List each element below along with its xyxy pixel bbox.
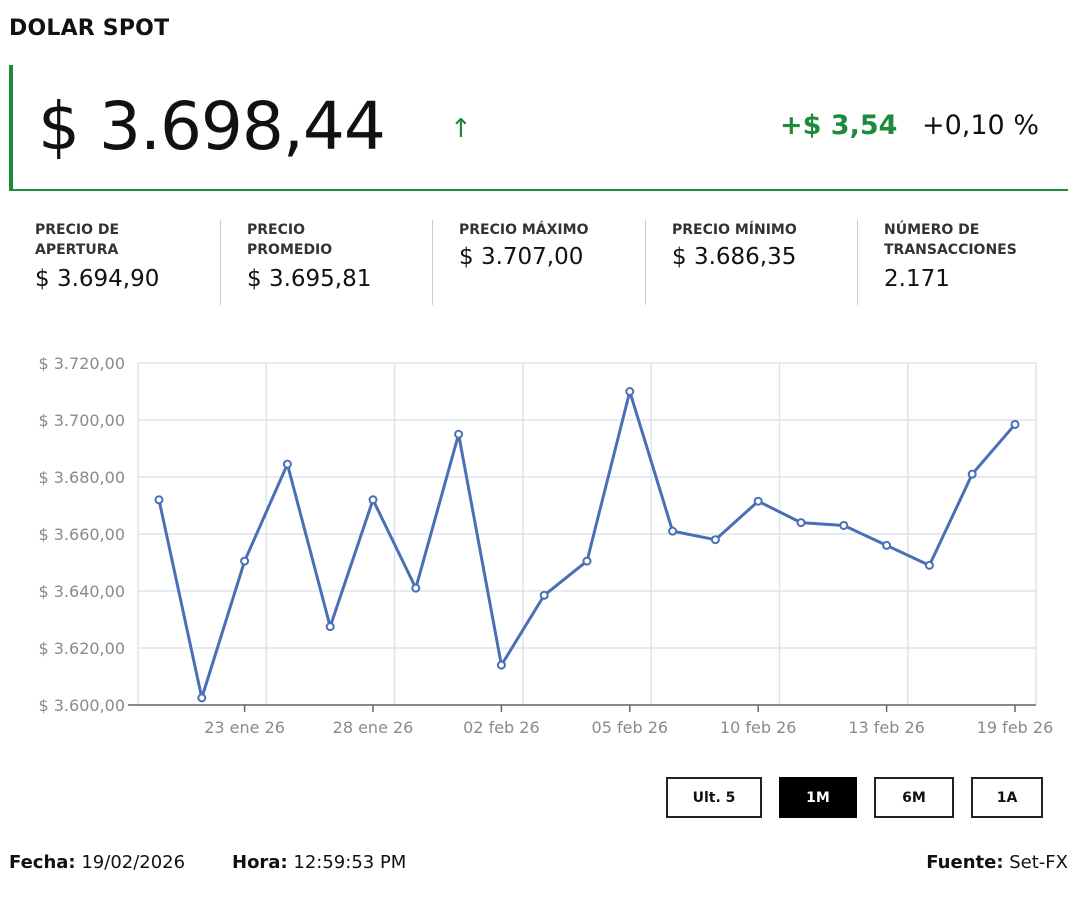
stat-label: NÚMERO DE TRANSACCIONES <box>884 222 1017 258</box>
y-tick-label: $ 3.620,00 <box>38 639 125 658</box>
data-point <box>282 459 292 469</box>
x-tick-label: 23 ene 26 <box>204 718 285 737</box>
x-tick-label: 10 feb 26 <box>720 718 797 737</box>
page-title: DOLAR SPOT <box>9 16 170 41</box>
time-value: 12:59:53 PM <box>293 852 407 873</box>
x-tick-label: 19 feb 26 <box>977 718 1054 737</box>
range-button-6m[interactable]: 6M <box>874 777 954 818</box>
y-tick-label: $ 3.640,00 <box>38 582 125 601</box>
price-change: +$ 3,54 <box>780 110 898 141</box>
price-line-chart: $ 3.600,00 $ 3.620,00 $ 3.640,00 $ 3.660,00… <box>38 354 1054 737</box>
stat-max-price: PRECIO MÁXIMO $ 3.707,00 <box>459 220 649 270</box>
stat-label: PRECIO MÁXIMO <box>459 222 589 238</box>
range-button-label: Ult. 5 <box>692 789 736 806</box>
price-panel <box>9 65 1068 191</box>
stat-transactions: NÚMERO DE TRANSACCIONES 2.171 <box>884 220 1074 292</box>
data-point <box>496 660 506 670</box>
stat-value: $ 3.686,35 <box>672 244 797 270</box>
stat-value: $ 3.707,00 <box>459 244 584 270</box>
y-tick-label: $ 3.680,00 <box>38 468 125 487</box>
stat-label: PRECIO PROMEDIO <box>247 222 333 258</box>
x-tick-label: 28 ene 26 <box>333 718 414 737</box>
date-value: 19/02/2026 <box>81 852 186 873</box>
footer-date: Fecha: 19/02/2026 <box>9 852 185 873</box>
data-point <box>240 556 250 566</box>
data-point <box>325 622 335 632</box>
data-point <box>197 693 207 703</box>
range-button-1m[interactable]: 1M <box>779 777 857 818</box>
data-point <box>454 429 464 439</box>
source-value: Set-FX <box>1009 852 1068 873</box>
range-button-1a[interactable]: 1A <box>971 777 1043 818</box>
data-point <box>368 495 378 505</box>
data-point <box>411 583 421 593</box>
data-point <box>796 518 806 528</box>
y-tick-label: $ 3.720,00 <box>38 354 125 373</box>
price-change-percent: +0,10 % <box>922 110 1039 141</box>
y-tick-label: $ 3.600,00 <box>38 696 125 715</box>
stat-average-price: PRECIO PROMEDIO $ 3.695,81 <box>247 220 437 292</box>
range-button-label: 1A <box>996 789 1018 806</box>
data-point <box>1010 419 1020 429</box>
stat-min-price: PRECIO MÍNIMO $ 3.686,35 <box>672 220 862 270</box>
data-point <box>967 469 977 479</box>
current-price: $ 3.698,44 <box>38 88 386 165</box>
stat-value: 2.171 <box>884 266 950 292</box>
stat-value: $ 3.695,81 <box>247 266 372 292</box>
y-tick-label: $ 3.660,00 <box>38 525 125 544</box>
data-point <box>924 560 934 570</box>
data-point <box>668 526 678 536</box>
range-button-label: 1M <box>806 789 830 806</box>
y-tick-label: $ 3.700,00 <box>38 411 125 430</box>
x-tick-label: 05 feb 26 <box>592 718 669 737</box>
divider <box>645 220 646 305</box>
arrow-up-icon: ↑ <box>450 114 472 144</box>
data-point <box>710 535 720 545</box>
source-label: Fuente: <box>926 852 1004 873</box>
data-point <box>625 387 635 396</box>
stat-opening-price: PRECIO DE APERTURA $ 3.694,90 <box>35 220 225 292</box>
x-tick-label: 02 feb 26 <box>463 718 540 737</box>
data-point <box>753 496 763 506</box>
range-button-label: 6M <box>902 789 926 806</box>
divider <box>857 220 858 305</box>
stat-value: $ 3.694,90 <box>35 266 160 292</box>
footer-time: Hora: 12:59:53 PM <box>232 852 406 873</box>
footer-source: Fuente: Set-FX <box>926 852 1068 873</box>
stat-label: PRECIO MÍNIMO <box>672 222 797 238</box>
x-tick-label: 13 feb 26 <box>848 718 925 737</box>
data-point <box>582 556 592 566</box>
range-button-last-5[interactable]: Ult. 5 <box>666 777 762 818</box>
data-point <box>882 540 892 550</box>
stat-label: PRECIO DE APERTURA <box>35 222 120 258</box>
data-point <box>839 520 849 530</box>
divider <box>432 220 433 305</box>
divider <box>220 220 221 305</box>
time-label: Hora: <box>232 852 288 873</box>
data-point <box>154 495 164 505</box>
data-point <box>539 590 549 600</box>
date-label: Fecha: <box>9 852 76 873</box>
